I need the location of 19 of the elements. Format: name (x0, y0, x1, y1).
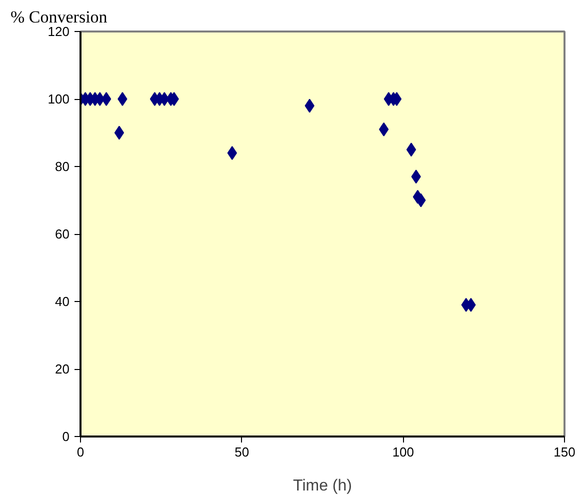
y-tick-label: 60 (55, 226, 70, 242)
y-axis-title: % Conversion (10, 8, 108, 26)
point (118, 92, 128, 106)
x-tick-label: 50 (234, 444, 250, 460)
y-tick-label: 0 (62, 429, 70, 444)
x-tick-label: 150 (554, 444, 576, 460)
y-tick-label: 80 (55, 159, 70, 174)
point (406, 142, 416, 157)
x-tick-label: 100 (392, 444, 414, 460)
point (114, 126, 124, 140)
y-tick-label: 20 (55, 362, 70, 376)
x-axis-title: Time (h) (293, 478, 352, 494)
y-tick-label: 100 (48, 92, 70, 106)
y-tick-label: 120 (48, 24, 70, 39)
point (378, 122, 389, 136)
x-tick-label: 0 (76, 444, 84, 460)
point (227, 146, 237, 160)
y-tick-label: 40 (55, 294, 70, 309)
point (101, 92, 112, 106)
